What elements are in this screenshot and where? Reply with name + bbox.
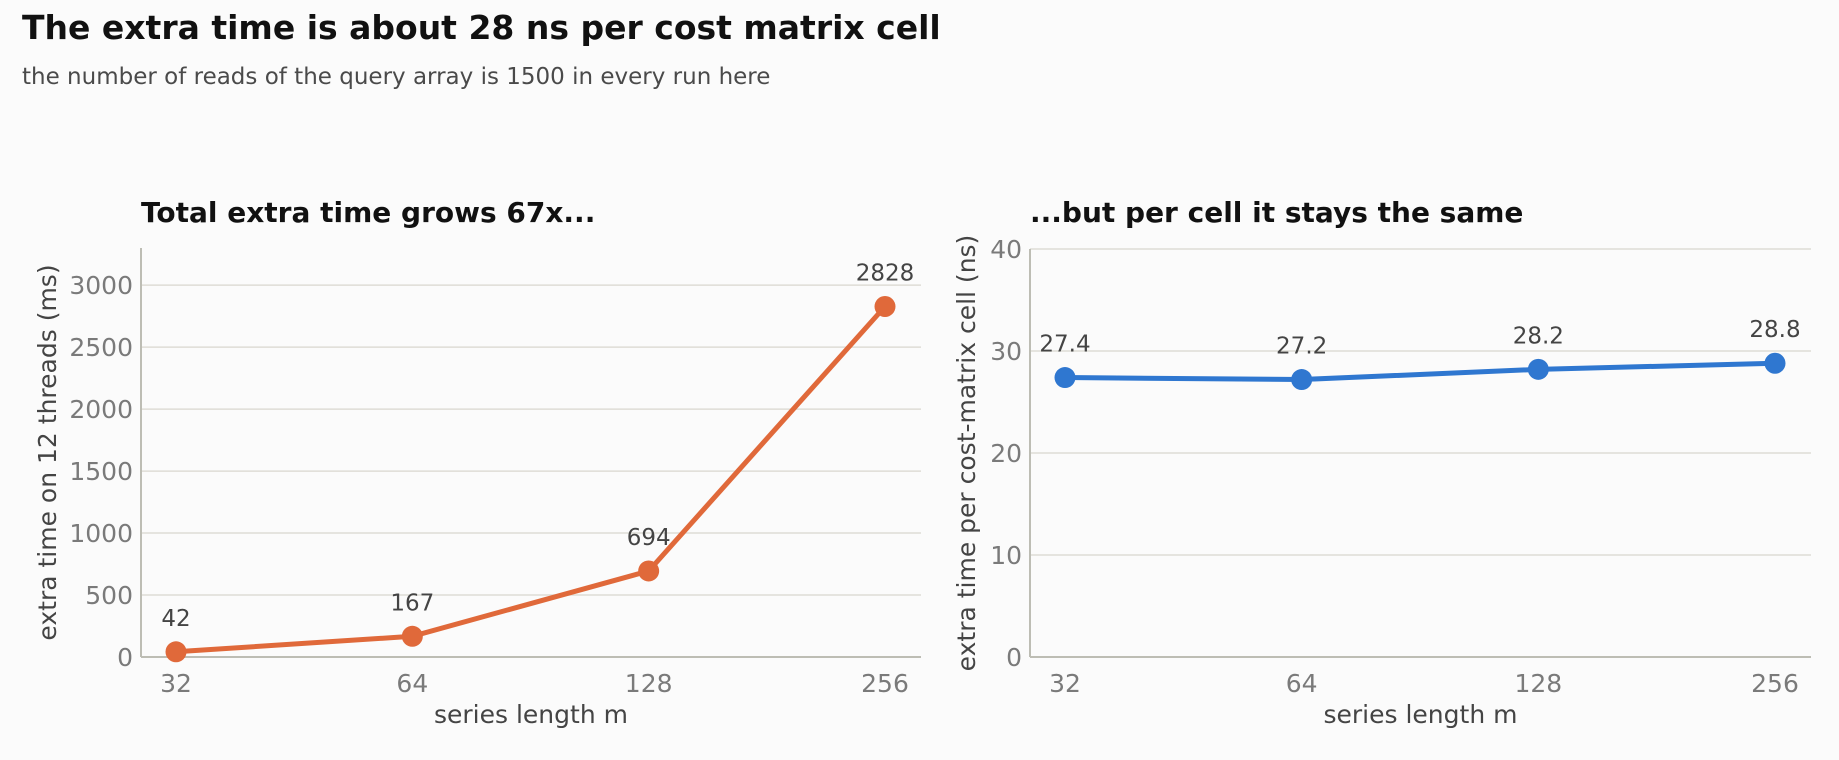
y-tick-label: 30 [990,337,1022,366]
data-point [401,625,423,647]
y-tick-label: 0 [1006,643,1022,672]
y-tick-label: 20 [990,439,1022,468]
y-axis-label: extra time on 12 threads (ms) [33,264,62,640]
data-point [1291,369,1313,391]
data-point [1527,358,1549,380]
chart-per-cell-extra-time: ...but per cell it stays the same 0 10 20 30… [952,196,1811,729]
y-tick-label: 40 [990,235,1022,264]
panel-title: Total extra time grows 67x... [141,196,595,229]
x-tick-label: 32 [160,669,192,698]
x-tick-label: 128 [1514,669,1562,698]
data-label: 27.4 [1039,332,1090,358]
y-tick-label: 2500 [69,333,133,362]
data-point [638,560,660,582]
y-axis-label: extra time per cost-matrix cell (ns) [952,235,981,672]
y-tick-label: 10 [990,541,1022,570]
data-point [165,641,187,663]
y-tick-label: 3000 [69,271,133,300]
x-tick-label: 64 [396,669,428,698]
y-tick-label: 1500 [69,457,133,486]
y-tick-label: 0 [117,643,133,672]
x-tick-label: 128 [625,669,673,698]
x-axis-label: series length m [1324,700,1518,729]
x-tick-label: 32 [1049,669,1081,698]
data-label: 167 [390,590,434,616]
data-point [874,295,896,317]
page-title: The extra time is about 28 ns per cost m… [22,8,941,47]
series-line [173,303,888,655]
x-tick-label: 256 [861,669,909,698]
chart-total-extra-time: Total extra time grows 67x... 0 500 1000 150… [33,196,921,729]
page-subtitle: the number of reads of the query array i… [22,64,771,90]
y-tick-label: 1000 [69,519,133,548]
y-tick-label: 2000 [69,395,133,424]
data-label: 28.8 [1749,317,1800,343]
x-tick-label: 64 [1286,669,1318,698]
data-label: 28.2 [1513,323,1564,349]
series-line [1062,360,1778,383]
x-tick-label: 256 [1751,669,1799,698]
data-point [1764,352,1786,374]
data-point [1054,367,1076,389]
data-label: 694 [627,525,671,551]
data-label: 42 [161,606,190,632]
data-label: 27.2 [1276,334,1327,360]
data-label: 2828 [856,260,915,286]
x-axis-label: series length m [434,700,628,729]
y-tick-label: 500 [85,581,133,610]
panel-title: ...but per cell it stays the same [1030,196,1523,229]
